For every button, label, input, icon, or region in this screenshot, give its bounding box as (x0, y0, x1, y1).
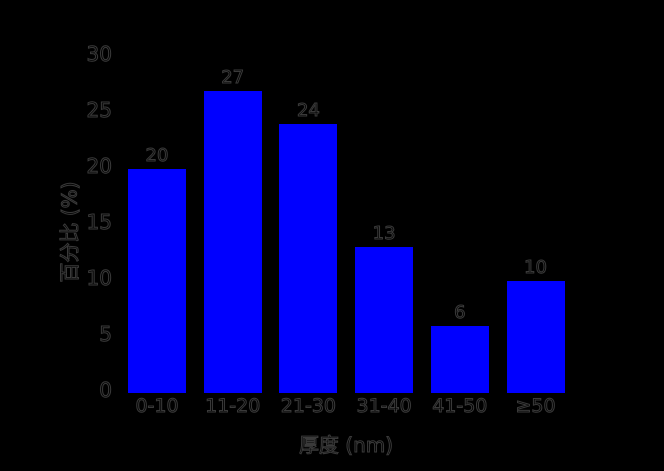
bar-value-label: 27 (221, 67, 245, 88)
y-tick-label: 20 (86, 154, 112, 178)
bar-21-30 (279, 124, 338, 393)
bar-value-label: 13 (372, 223, 396, 244)
bar-value-label: 20 (145, 145, 169, 166)
bar-value-label: 24 (296, 100, 320, 121)
y-tick-label: 15 (86, 210, 112, 234)
y-tick-label: 5 (99, 322, 113, 346)
x-tick-label: 41-50 (432, 395, 488, 417)
x-tick-label: ≥50 (515, 395, 556, 417)
y-tick-label: 0 (99, 378, 113, 402)
y-tick-label: 10 (86, 266, 112, 290)
x-tick-label: 0-10 (135, 395, 179, 417)
y-tick-label: 30 (86, 42, 112, 66)
bar-value-label: 6 (454, 302, 466, 323)
bar-41-50 (430, 326, 489, 393)
bar-31-40 (355, 247, 414, 393)
x-tick-label: 31-40 (356, 395, 412, 417)
x-tick-label: 21-30 (280, 395, 336, 417)
bar-≥50 (506, 281, 565, 393)
bar-0-10 (128, 169, 186, 393)
bar-11-20 (203, 91, 262, 393)
x-axis-label: 厚度 (nm) (298, 433, 394, 458)
y-tick-label: 25 (86, 98, 112, 122)
x-tick-label: 11-20 (205, 395, 261, 417)
bar-value-label: 10 (524, 257, 548, 278)
